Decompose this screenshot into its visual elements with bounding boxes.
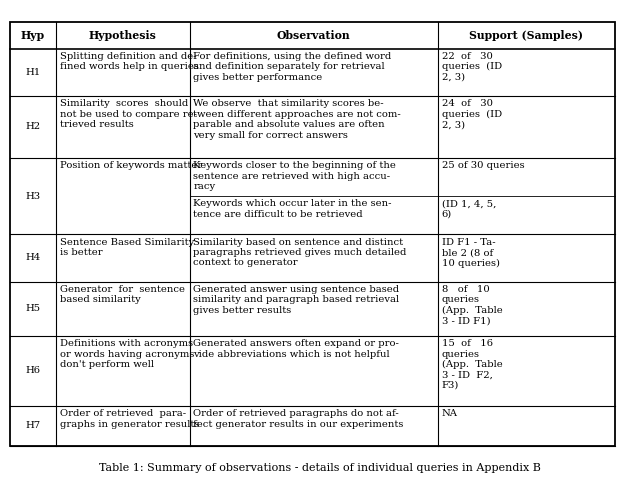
Text: 15  of   16
queries
(App.  Table
3 - ID  F2,
F3): 15 of 16 queries (App. Table 3 - ID F2, … [442, 339, 502, 390]
Text: Sentence Based Similarity
is better: Sentence Based Similarity is better [60, 238, 195, 257]
Text: Similarity based on sentence and distinct
paragraphs retrieved gives much detail: Similarity based on sentence and distinc… [193, 238, 407, 267]
Text: Position of keywords matter: Position of keywords matter [60, 161, 202, 170]
Text: H1: H1 [25, 68, 40, 77]
Text: For definitions, using the defined word
and definition separately for retrieval
: For definitions, using the defined word … [193, 52, 392, 82]
Text: H6: H6 [26, 366, 40, 375]
Text: Keywords which occur later in the sen-
tence are difficult to be retrieved: Keywords which occur later in the sen- t… [193, 200, 392, 219]
Text: Generated answers often expand or pro-
vide abbreviations which is not helpful: Generated answers often expand or pro- v… [193, 339, 399, 358]
Text: H3: H3 [26, 191, 40, 201]
Text: Hypothesis: Hypothesis [89, 30, 157, 41]
Text: Table 1: Summary of observations - details of individual queries in Appendix B: Table 1: Summary of observations - detai… [99, 463, 541, 472]
Text: (ID 1, 4, 5,
6): (ID 1, 4, 5, 6) [442, 200, 496, 219]
Text: Support (Samples): Support (Samples) [469, 30, 584, 41]
Text: 8   of   10
queries
(App.  Table
3 - ID F1): 8 of 10 queries (App. Table 3 - ID F1) [442, 285, 502, 325]
Text: Observation: Observation [277, 30, 351, 41]
Text: 24  of   30
queries  (ID
2, 3): 24 of 30 queries (ID 2, 3) [442, 99, 502, 129]
Text: Order of retrieved  para-
graphs in generator results: Order of retrieved para- graphs in gener… [60, 410, 200, 429]
Text: H5: H5 [26, 304, 40, 313]
Text: H4: H4 [25, 253, 40, 262]
Text: Definitions with acronyms
or words having acronyms
don't perform well: Definitions with acronyms or words havin… [60, 339, 195, 369]
Text: 25 of 30 queries: 25 of 30 queries [442, 161, 524, 170]
Text: ID F1 - Ta-
ble 2 (8 of
10 queries): ID F1 - Ta- ble 2 (8 of 10 queries) [442, 238, 500, 267]
Text: Keywords closer to the beginning of the
sentence are retrieved with high accu-
r: Keywords closer to the beginning of the … [193, 161, 396, 191]
Text: NA: NA [442, 410, 458, 418]
Text: Order of retrieved paragraphs do not af-
fect generator results in our experimen: Order of retrieved paragraphs do not af-… [193, 410, 404, 429]
Text: Similarity  scores  should
not be used to compare re-
trieved results: Similarity scores should not be used to … [60, 99, 197, 129]
Text: We observe  that similarity scores be-
tween different approaches are not com-
p: We observe that similarity scores be- tw… [193, 99, 401, 139]
Text: Generator  for  sentence
based similarity: Generator for sentence based similarity [60, 285, 185, 304]
Text: Splitting definition and de-
fined words help in queries: Splitting definition and de- fined words… [60, 52, 199, 71]
Text: 22  of   30
queries  (ID
2, 3): 22 of 30 queries (ID 2, 3) [442, 52, 502, 82]
Bar [10, 22, 615, 446]
Text: Generated answer using sentence based
similarity and paragraph based retrieval
g: Generated answer using sentence based si… [193, 285, 399, 315]
Text: H2: H2 [26, 122, 40, 131]
Text: H7: H7 [26, 421, 40, 431]
Text: Hyp: Hyp [21, 30, 45, 41]
